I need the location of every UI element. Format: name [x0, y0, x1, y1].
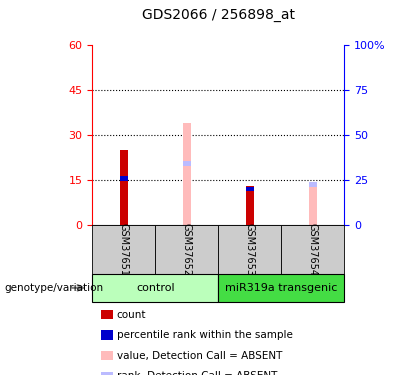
Bar: [246, 187, 254, 191]
Text: genotype/variation: genotype/variation: [4, 283, 103, 293]
Text: GDS2066 / 256898_at: GDS2066 / 256898_at: [142, 9, 295, 22]
Bar: [92, 225, 155, 274]
Text: count: count: [117, 310, 146, 320]
Text: GSM37651: GSM37651: [119, 223, 129, 276]
Text: control: control: [136, 283, 175, 293]
Text: GSM37652: GSM37652: [182, 223, 192, 276]
Bar: [309, 186, 317, 225]
Bar: [281, 225, 344, 274]
Bar: [218, 274, 344, 302]
Text: GSM37653: GSM37653: [245, 223, 255, 276]
Text: percentile rank within the sample: percentile rank within the sample: [117, 330, 293, 340]
Bar: [218, 225, 281, 274]
Bar: [183, 123, 191, 225]
Text: GSM37654: GSM37654: [308, 223, 318, 276]
Text: value, Detection Call = ABSENT: value, Detection Call = ABSENT: [117, 351, 282, 361]
Bar: [309, 182, 317, 187]
Bar: [120, 176, 128, 181]
Bar: [92, 274, 218, 302]
Bar: [183, 161, 191, 166]
Text: rank, Detection Call = ABSENT: rank, Detection Call = ABSENT: [117, 372, 277, 375]
Bar: [120, 150, 128, 225]
Bar: [155, 225, 218, 274]
Text: miR319a transgenic: miR319a transgenic: [225, 283, 338, 293]
Bar: [246, 186, 254, 225]
